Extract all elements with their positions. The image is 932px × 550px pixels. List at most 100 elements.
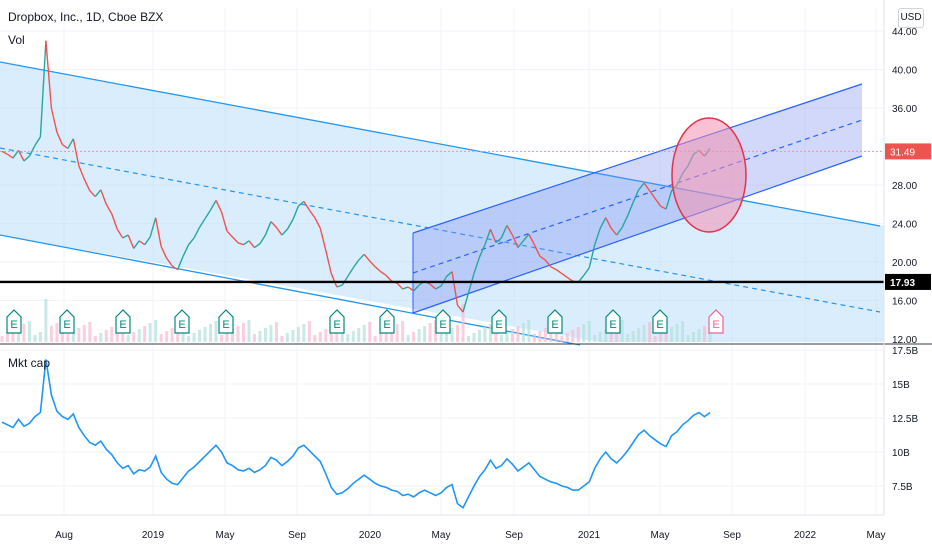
earnings-letter: E: [656, 319, 663, 331]
volume-bar: [280, 336, 284, 342]
volume-bar: [220, 335, 224, 342]
volume-bar: [488, 324, 492, 342]
price-segment: [402, 286, 409, 290]
volume-bar: [604, 329, 608, 342]
price-segment: [500, 225, 508, 239]
price-segment: [264, 221, 272, 236]
volume-bar: [165, 331, 169, 342]
volume-bar: [571, 330, 575, 342]
price-segment: [665, 190, 673, 210]
earnings-letter: E: [383, 319, 390, 331]
volume-bar: [0, 336, 4, 342]
price-tick-label: 12.00: [892, 335, 917, 346]
volume-bar: [401, 321, 405, 342]
price-segment: [149, 217, 157, 238]
earnings-marker: E: [329, 309, 345, 334]
volume-bar: [565, 333, 569, 342]
volume-bar: [692, 332, 696, 342]
volume-bar: [373, 336, 377, 342]
volume-bar: [247, 320, 251, 342]
earnings-badge: [59, 309, 75, 334]
price-segment: [610, 227, 618, 236]
currency-button[interactable]: USD: [898, 8, 924, 28]
earnings-letter: E: [333, 319, 340, 331]
volume-bar: [269, 325, 273, 342]
volume-bar: [450, 328, 454, 342]
price-segment: [292, 205, 300, 220]
volume-bar: [258, 331, 262, 342]
earnings-marker: E: [652, 309, 668, 334]
price-segment: [254, 243, 261, 249]
price-segment: [506, 225, 514, 236]
volume-bar: [483, 327, 487, 342]
volume-bar: [670, 327, 674, 342]
highlight-circle: [671, 117, 747, 233]
price-segment: [413, 284, 420, 292]
ascending-channel-bottom: [412, 155, 863, 314]
price-segment: [555, 269, 563, 275]
earnings-marker: E: [491, 309, 507, 334]
price-segment: [484, 229, 492, 245]
price-segment: [144, 236, 151, 246]
mkt-cap-series: [1, 359, 711, 510]
price-segment: [352, 259, 360, 269]
price-segment: [325, 250, 332, 274]
volume-bar: [472, 333, 476, 342]
price-segment: [358, 253, 365, 261]
price-segment: [204, 209, 212, 220]
support-price-label: 17.93: [890, 278, 915, 289]
volume-bar: [209, 324, 213, 342]
price-segment: [67, 138, 74, 149]
earnings-marker: E: [547, 309, 563, 334]
price-segment: [522, 233, 530, 242]
volume-bar: [631, 331, 635, 342]
volume-bar: [445, 331, 449, 342]
price-segment: [550, 266, 557, 271]
volume-bar: [703, 326, 707, 342]
earnings-letter: E: [10, 319, 17, 331]
volume-bar: [329, 326, 333, 342]
earnings-letter: E: [551, 319, 558, 331]
volume-bar: [510, 329, 514, 342]
volume-bar: [461, 304, 465, 342]
volume-bar: [653, 336, 657, 342]
price-segment: [23, 155, 30, 162]
price-segment: [654, 198, 662, 207]
volume-bar: [428, 323, 432, 342]
overlay-drawings[interactable]: 17.93 31.49: [0, 117, 931, 290]
time-tick-label: Sep: [723, 530, 741, 541]
price-segment: [638, 182, 645, 191]
volume-bar: [285, 333, 289, 342]
volume-bar: [626, 334, 630, 342]
volume-bar: [71, 331, 75, 342]
volume-bar: [159, 334, 163, 342]
volume-bar: [357, 328, 361, 342]
earnings-badge: [605, 309, 621, 334]
mcap-tick-label: 10B: [892, 448, 910, 459]
price-tick-label: 20.00: [892, 258, 917, 269]
earnings-badge: [547, 309, 563, 334]
time-tick-label: 2021: [578, 530, 601, 541]
ascending-channel-fill: [413, 84, 862, 313]
earnings-marker: E: [218, 309, 234, 334]
volume-bar: [203, 327, 207, 342]
mkt-cap-line: [1, 359, 711, 510]
price-segment: [171, 265, 179, 271]
price-segment: [517, 240, 524, 249]
volume-bar: [362, 325, 366, 342]
support-price-tag: [885, 273, 931, 290]
price-segment: [467, 273, 475, 293]
channel-drawings[interactable]: [0, 61, 884, 346]
volume-bar: [170, 328, 174, 342]
earnings-badge: [379, 309, 395, 334]
earnings-marker: E: [174, 309, 190, 334]
volume-bar: [543, 328, 547, 342]
earnings-letter: E: [495, 319, 502, 331]
volume-bar: [637, 328, 641, 342]
earnings-badge: [218, 309, 234, 334]
earnings-marker: E: [6, 309, 22, 334]
volume-bar: [379, 333, 383, 342]
price-segment: [599, 217, 607, 229]
